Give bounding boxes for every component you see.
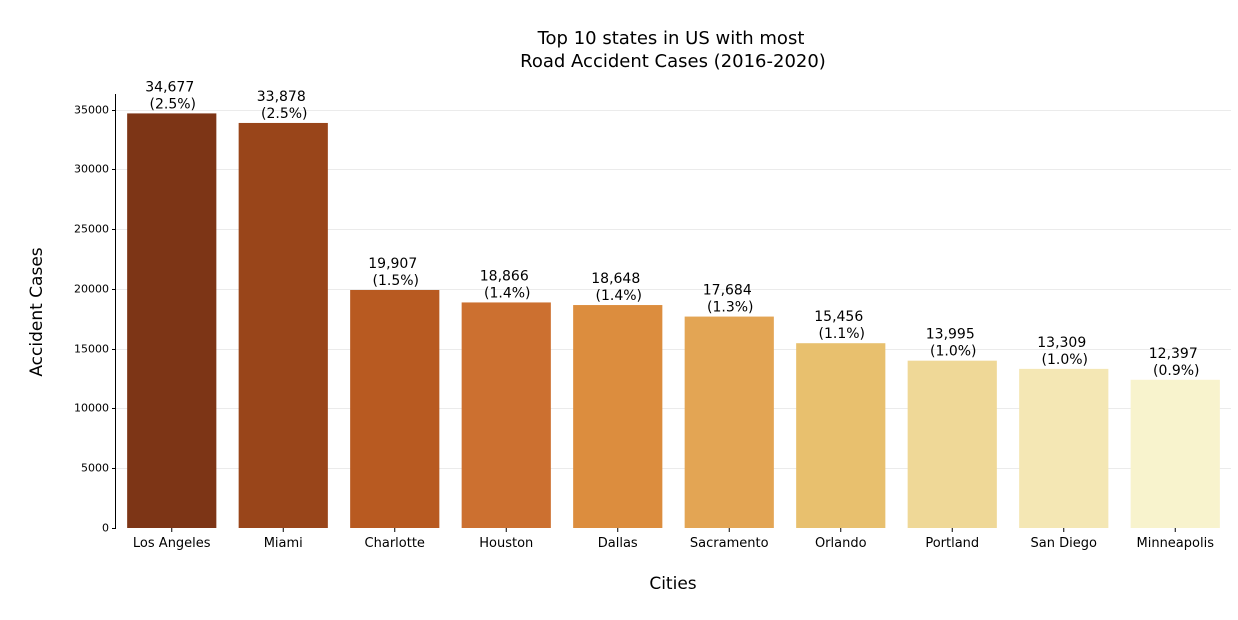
y-tick-label: 0 xyxy=(102,522,109,535)
bar xyxy=(350,289,440,528)
bar xyxy=(796,343,886,528)
x-tick-label: Sacramento xyxy=(690,536,769,551)
bar-percent-label: (1.1%) xyxy=(819,326,866,342)
bar-percent-label: (2.5%) xyxy=(150,96,197,112)
x-axis-ticks: Los Angeles Miami Charlotte Houston Dallas Sa… xyxy=(133,528,1214,551)
y-tick-label: 35000 xyxy=(74,104,109,117)
bar-value-label: 13,995 xyxy=(926,327,975,343)
bar xyxy=(1019,368,1109,528)
bar-percent-label: (1.4%) xyxy=(596,288,643,304)
x-tick-label: Dallas xyxy=(598,536,638,551)
x-tick-label: Portland xyxy=(925,536,979,551)
x-axis-label: Cities xyxy=(649,574,696,594)
bar xyxy=(573,305,663,528)
bar-percent-label: (1.0%) xyxy=(930,344,977,360)
x-tick-label: Los Angeles xyxy=(133,536,211,551)
x-tick-label: San Diego xyxy=(1031,536,1097,551)
bar-value-label: 18,866 xyxy=(480,268,529,284)
bar-value-label: 34,677 xyxy=(145,79,194,95)
y-tick-label: 25000 xyxy=(74,223,109,236)
bar-percent-label: (1.5%) xyxy=(373,273,420,289)
bar-percent-label: (0.9%) xyxy=(1153,363,1200,379)
bar-percent-label: (1.3%) xyxy=(707,300,754,316)
y-axis-label: Accident Cases xyxy=(27,247,47,376)
x-tick-label: Orlando xyxy=(815,536,867,551)
chart-title-line-2: Road Accident Cases (2016-2020) xyxy=(520,51,826,72)
bar xyxy=(684,316,774,528)
bar-value-label: 18,648 xyxy=(591,271,640,287)
y-tick-label: 15000 xyxy=(74,343,109,356)
chart-title-line-1: Top 10 states in US with most xyxy=(537,28,805,49)
y-axis-ticks: 0 5000 10000 15000 20000 25000 30000 35000 xyxy=(74,104,116,535)
bar-value-label: 33,878 xyxy=(257,89,306,105)
data-labels: 34,677(2.5%) 33,878(2.5%)19,907(1.5%) 18,8… xyxy=(145,79,1199,378)
bar-value-label: 13,309 xyxy=(1037,335,1086,351)
bar-percent-label: (1.0%) xyxy=(1042,352,1089,368)
bar xyxy=(1130,379,1220,528)
bar-percent-label: (1.4%) xyxy=(484,285,531,301)
bars xyxy=(127,113,1220,528)
bar-percent-label: (2.5%) xyxy=(261,106,308,122)
bar xyxy=(127,113,217,528)
y-tick-label: 20000 xyxy=(74,283,109,296)
bar xyxy=(238,122,328,528)
bar-value-label: 12,397 xyxy=(1149,346,1198,362)
y-tick-label: 30000 xyxy=(74,163,109,176)
bar-value-label: 19,907 xyxy=(368,256,417,272)
y-tick-label: 5000 xyxy=(81,462,109,475)
x-tick-label: Houston xyxy=(479,536,533,551)
y-tick-label: 10000 xyxy=(74,402,109,415)
bar xyxy=(461,302,551,528)
x-tick-label: Miami xyxy=(264,536,303,551)
bar-value-label: 17,684 xyxy=(703,283,752,299)
x-tick-label: Minneapolis xyxy=(1137,536,1215,551)
bar xyxy=(907,360,997,528)
bar-value-label: 15,456 xyxy=(814,309,863,325)
x-tick-label: Charlotte xyxy=(365,536,425,551)
